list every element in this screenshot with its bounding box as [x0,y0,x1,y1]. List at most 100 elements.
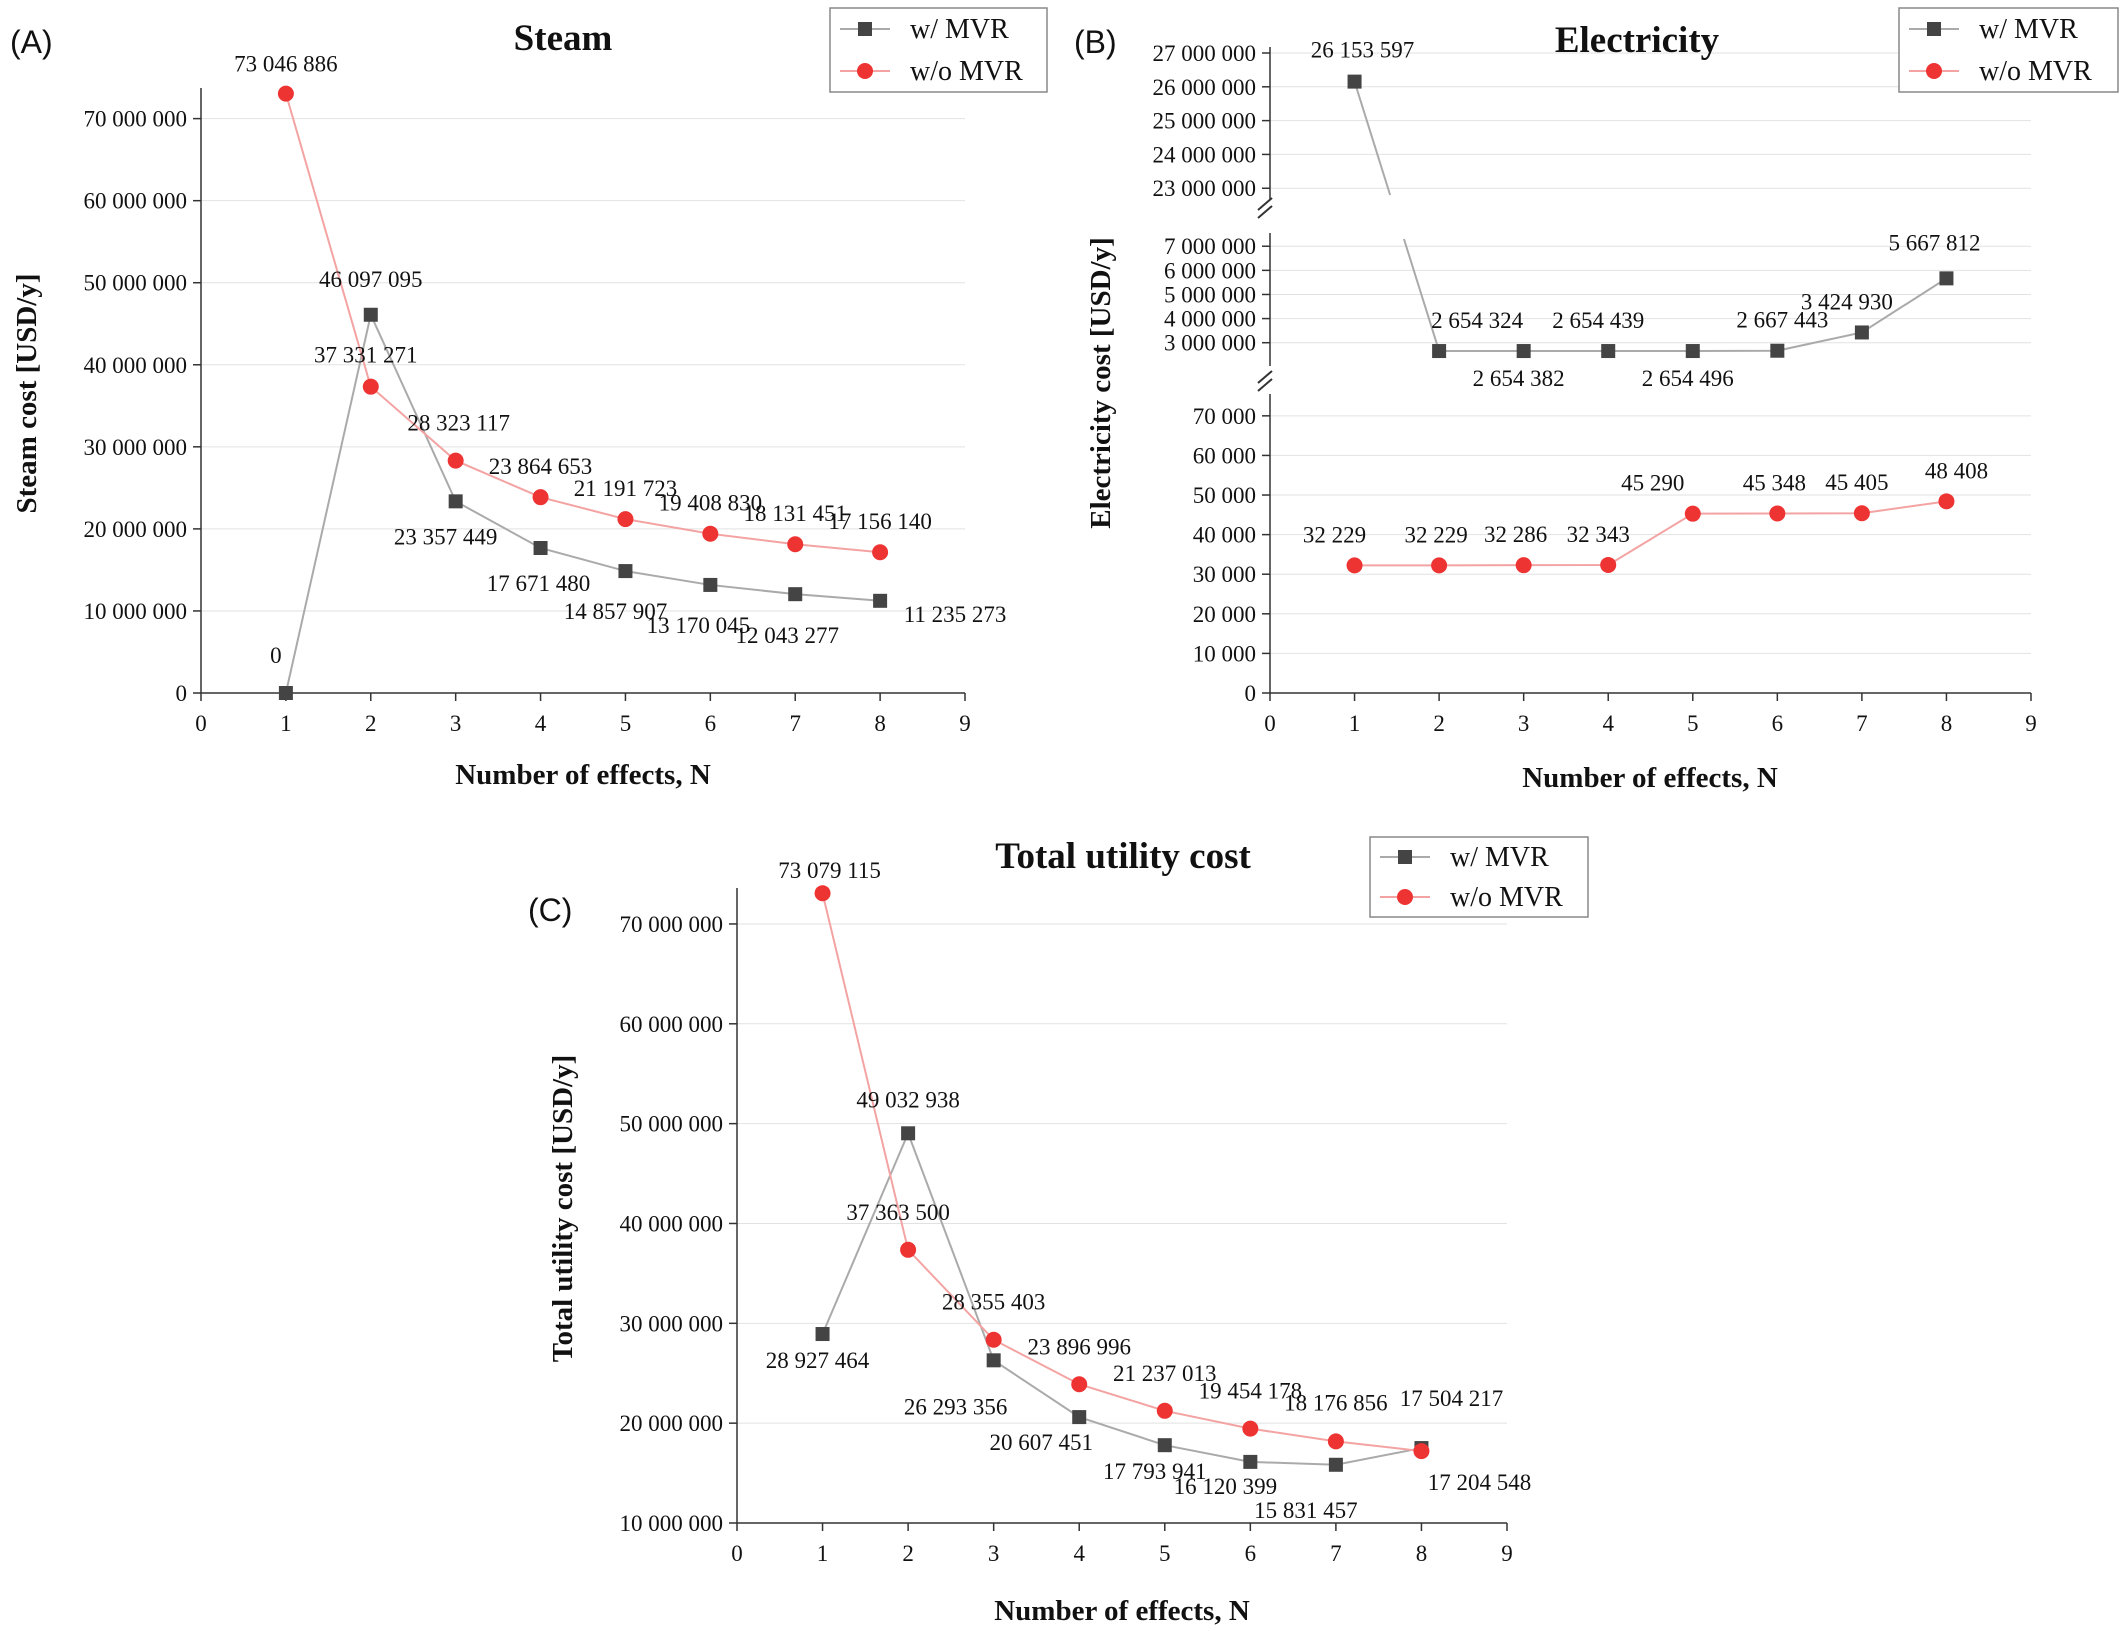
data-label: 45 290 [1621,471,1684,496]
y-tick-label: 23 000 000 [1153,176,1257,201]
y-tick-label: 50 000 000 [620,1112,724,1137]
data-point [1854,325,1869,340]
data-point [532,489,549,506]
x-tick-label: 3 [1518,711,1530,736]
data-point [618,564,633,579]
data-label: 5 667 812 [1888,230,1980,255]
panel-label: (B) [1074,24,1117,60]
chart-panel-1: 0 10 000 20 000 30 000 40 000 50 000 60 000 70 … [1074,7,2119,794]
legend-label: w/ MVR [910,14,1009,45]
data-point [1242,1420,1259,1437]
y-tick-label: 5 000 000 [1164,282,1256,307]
x-tick-label: 2 [902,1541,914,1566]
data-point [1601,344,1616,359]
x-tick-label: 6 [1245,1541,1257,1566]
y-tick-label: 27 000 000 [1153,41,1257,66]
series-line-1 [284,93,881,554]
x-tick-label: 2 [365,711,377,736]
data-label: 28 927 464 [766,1348,870,1373]
data-label: 48 408 [1925,458,1988,483]
data-label: 23 896 996 [1027,1334,1131,1359]
chart-panel-0: 0 10 000 000 20 000 000 30 000 000 40 000 00… [10,7,1048,791]
data-label: 23 864 653 [489,454,593,479]
y-tick-label: 60 000 000 [84,189,188,214]
chart-title: Steam [514,18,613,59]
data-point [1684,505,1701,522]
data-label: 18 131 451 [743,501,847,526]
axis-break-mark [1257,370,1273,384]
data-label: 37 363 500 [846,1200,950,1225]
data-label: 32 229 [1404,522,1467,547]
data-label: 45 405 [1825,470,1888,495]
y-tick-label: 70 000 [1193,404,1256,429]
data-label: 21 237 013 [1113,1361,1217,1386]
data-label: 73 079 115 [778,858,881,883]
data-label: 45 348 [1743,470,1806,495]
y-tick-label: 0 [1245,681,1257,706]
y-tick-label: 30 000 000 [620,1311,724,1336]
x-tick-label: 0 [1264,711,1276,736]
x-tick-label: 9 [1501,1541,1513,1566]
data-point [814,885,831,902]
x-tick-label: 5 [1159,1541,1171,1566]
x-tick-label: 4 [1073,1541,1085,1566]
data-point [872,544,889,561]
data-label: 2 654 324 [1431,308,1524,333]
data-label: 32 343 [1567,522,1630,547]
data-point [1072,1410,1087,1425]
data-point [873,593,888,608]
x-tick-label: 8 [874,711,886,736]
data-point [900,1241,917,1258]
data-label: 28 323 117 [407,411,510,436]
x-tick-label: 8 [1941,711,1953,736]
data-point [1346,557,1363,574]
data-point [1516,344,1531,359]
data-label: 17 671 480 [487,571,591,596]
y-tick-label: 20 000 [1193,602,1256,627]
x-tick-label: 1 [1349,711,1361,736]
x-tick-label: 5 [1687,711,1699,736]
y-tick-label: 20 000 000 [620,1411,724,1436]
data-label: 46 097 095 [319,267,423,292]
data-label: 15 831 457 [1254,1498,1358,1523]
data-point [447,452,464,469]
y-tick-label: 24 000 000 [1153,142,1257,167]
series-line-0 [1402,238,1441,352]
data-label: 17 156 140 [828,509,932,534]
data-point [815,1327,830,1342]
data-point [788,587,803,602]
data-point [1769,505,1786,522]
y-axis-title: Electricity cost [USD/y] [1085,237,1117,529]
axis-break-mark [1257,378,1273,392]
data-label: 32 229 [1303,522,1366,547]
y-tick-label: 10 000 000 [620,1511,724,1536]
legend-label: w/ MVR [1450,842,1549,873]
data-label: 12 043 277 [735,623,839,648]
data-label: 26 153 597 [1311,38,1415,63]
series-line-0 [821,1130,1422,1466]
legend-label: w/o MVR [1979,56,2092,87]
chart-panel-2: 10 000 000 20 000 000 30 000 000 40 000 000… [528,836,1589,1627]
y-tick-label: 10 000 000 [84,599,188,624]
y-axis-title: Total utility cost [USD/y] [547,1055,579,1362]
chart-title: Electricity [1555,20,1720,61]
data-point [1770,343,1785,358]
x-tick-label: 0 [195,711,207,736]
data-point [1431,557,1448,574]
data-point [986,1353,1001,1368]
data-point [278,686,293,700]
y-tick-label: 50 000 [1193,483,1256,508]
legend-marker [1398,850,1412,864]
panel-label: (A) [10,24,53,60]
legend-label: w/o MVR [910,56,1023,87]
x-tick-label: 7 [789,711,801,736]
data-point [1327,1433,1344,1450]
chart-title: Total utility cost [995,836,1251,877]
data-point [1432,344,1447,359]
y-tick-label: 25 000 000 [1153,109,1257,134]
y-tick-label: 50 000 000 [84,271,188,296]
data-label: 37 331 271 [314,343,418,368]
data-point [617,511,634,528]
x-tick-label: 9 [2025,711,2037,736]
